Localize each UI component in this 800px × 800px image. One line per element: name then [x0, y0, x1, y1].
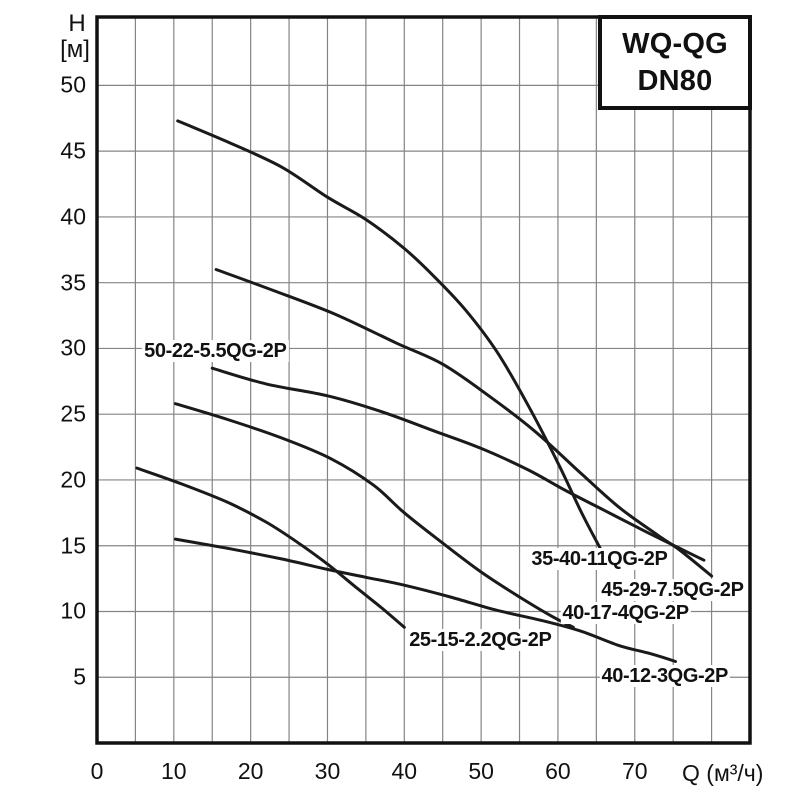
y-tick-label: 35: [60, 269, 86, 296]
curve-label-45-29-7.5QG-2P: 45-29-7.5QG-2P: [599, 579, 746, 602]
x-axis-unit-label: Q (м³/ч): [682, 760, 764, 786]
curve-50-22-5.5QG-2P: [210, 366, 706, 562]
curve-label-40-12-3QG-2P: 40-12-3QG-2P: [599, 664, 730, 687]
curve-25-15-2.2QG-2P: [135, 466, 406, 629]
y-axis-label-h: H: [68, 10, 86, 37]
curve-label-35-40-11QG-2P: 35-40-11QG-2P: [529, 547, 670, 570]
curve-label-40-17-4QG-2P: 40-17-4QG-2P: [560, 601, 691, 624]
y-tick-label: 50: [60, 71, 86, 98]
x-tick-label: 10: [161, 758, 187, 784]
x-tick-label: 70: [621, 758, 648, 784]
curve-label-50-22-5.5QG-2P: 50-22-5.5QG-2P: [142, 340, 289, 363]
x-tick-label: 60: [545, 758, 571, 784]
y-axis-label-unit: [м]: [60, 36, 90, 63]
y-tick-label: 20: [60, 466, 86, 493]
x-tick-label: 50: [468, 758, 494, 784]
y-tick-label: 40: [60, 203, 86, 230]
y-tick-label: 45: [60, 137, 86, 164]
curve-label-25-15-2.2QG-2P: 25-15-2.2QG-2P: [407, 629, 554, 652]
chart-frame: [95, 15, 752, 745]
x-tick-label: 30: [314, 758, 341, 784]
title-box: WQ-QG DN80: [598, 15, 752, 110]
curve-35-40-11QG-2P: [176, 119, 602, 550]
y-tick-label: 15: [60, 532, 86, 559]
x-tick-label: 0: [90, 758, 104, 784]
y-tick-label: 5: [73, 663, 86, 690]
title-dn-size: DN80: [637, 64, 713, 97]
title-series-name: WQ-QG: [622, 28, 728, 61]
x-tick-label: 40: [391, 758, 418, 784]
y-tick-label: 30: [60, 334, 86, 361]
curve-45-29-7.5QG-2P: [214, 268, 714, 578]
x-tick-label: 20: [237, 758, 264, 784]
y-tick-label: 25: [60, 400, 86, 427]
curve-40-17-4QG-2P: [173, 402, 575, 629]
curve-40-12-3QG-2P: [173, 537, 677, 663]
y-tick-label: 10: [60, 597, 86, 624]
